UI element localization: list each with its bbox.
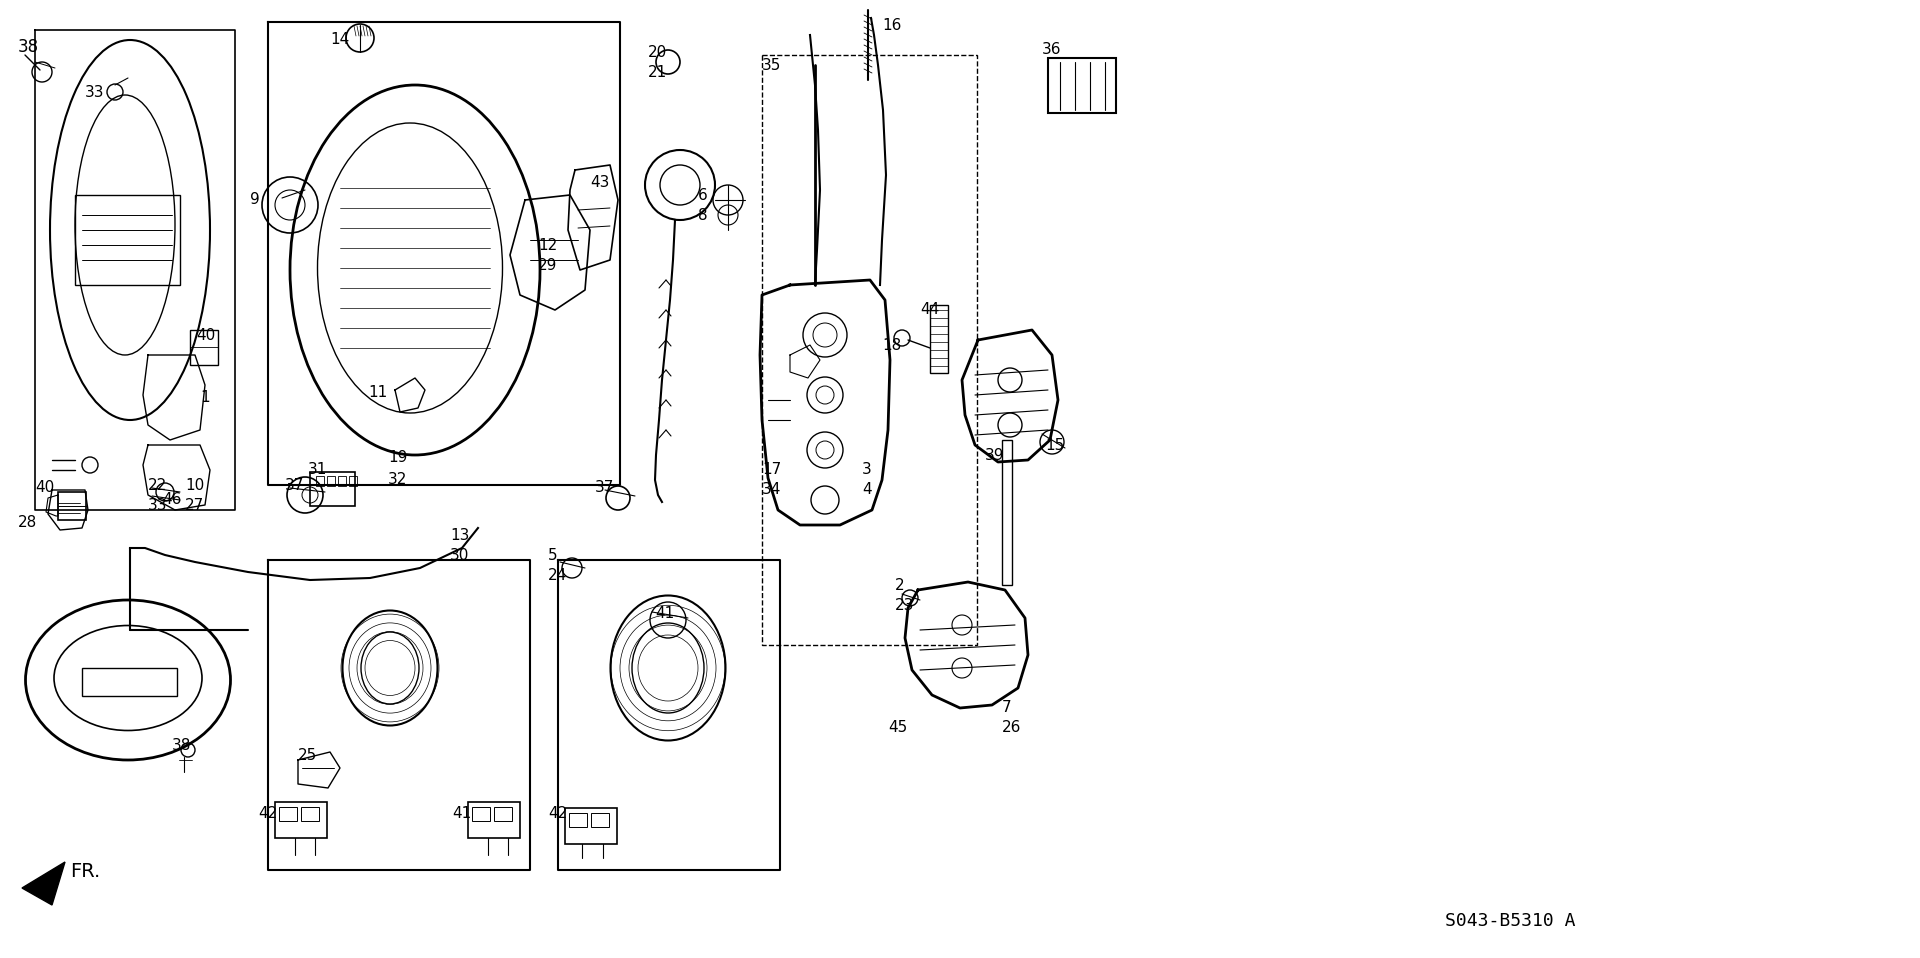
Bar [929, 305, 948, 373]
Text: 46: 46 [161, 492, 180, 507]
Text: 43: 43 [589, 175, 609, 190]
Bar [1002, 440, 1012, 585]
Polygon shape [21, 862, 65, 905]
Text: 32: 32 [388, 472, 407, 487]
Bar [1048, 58, 1116, 113]
Text: 40: 40 [35, 480, 54, 495]
Text: 23: 23 [895, 598, 914, 613]
Text: 7: 7 [1002, 700, 1012, 715]
Bar [591, 813, 609, 827]
Text: S043-B5310 A: S043-B5310 A [1446, 912, 1576, 930]
Text: 26: 26 [1002, 720, 1021, 735]
Text: 38: 38 [17, 38, 38, 56]
Text: 4: 4 [862, 482, 872, 497]
Text: 16: 16 [881, 18, 900, 33]
Text: 18: 18 [881, 338, 900, 353]
Text: 37: 37 [595, 480, 614, 495]
Bar [568, 813, 588, 827]
Bar [83, 668, 177, 696]
Bar [564, 808, 616, 844]
Text: 44: 44 [920, 302, 939, 317]
Text: 21: 21 [649, 65, 668, 80]
Text: 3: 3 [862, 462, 872, 477]
Bar [317, 476, 324, 486]
Text: 35: 35 [762, 58, 781, 73]
Bar [275, 802, 326, 838]
Text: 40: 40 [196, 328, 215, 343]
Text: 28: 28 [17, 515, 36, 530]
Text: FR.: FR. [69, 862, 100, 881]
Text: 11: 11 [369, 385, 388, 400]
Text: 20: 20 [649, 45, 668, 60]
Text: 10: 10 [184, 478, 204, 493]
Text: 31: 31 [307, 462, 328, 477]
Text: 42: 42 [257, 806, 276, 821]
Bar [468, 802, 520, 838]
Text: 9: 9 [250, 192, 259, 207]
Text: 17: 17 [762, 462, 781, 477]
Text: 2: 2 [895, 578, 904, 593]
Text: 38: 38 [173, 738, 192, 753]
Text: 12: 12 [538, 238, 557, 253]
Bar [338, 476, 346, 486]
Bar [58, 492, 86, 520]
Bar [349, 476, 357, 486]
Bar [493, 807, 513, 821]
Text: 37: 37 [284, 478, 305, 493]
Text: 25: 25 [298, 748, 317, 763]
Text: 15: 15 [1044, 438, 1064, 453]
Bar [762, 55, 977, 645]
Text: 22: 22 [148, 478, 167, 493]
Text: 42: 42 [547, 806, 566, 821]
Text: 24: 24 [547, 568, 566, 583]
Bar [75, 195, 180, 285]
Text: 41: 41 [451, 806, 470, 821]
Text: 1: 1 [200, 390, 209, 405]
Text: 36: 36 [1043, 42, 1062, 57]
Text: 41: 41 [655, 606, 674, 621]
Text: 29: 29 [538, 258, 557, 273]
Text: 33: 33 [148, 498, 167, 513]
Text: 27: 27 [184, 498, 204, 513]
Bar [326, 476, 334, 486]
Bar [309, 472, 355, 506]
Bar [301, 807, 319, 821]
Text: 39: 39 [985, 448, 1004, 463]
Text: 6: 6 [699, 188, 708, 203]
Text: 19: 19 [388, 450, 407, 465]
Text: 14: 14 [330, 32, 349, 47]
Bar [472, 807, 490, 821]
Text: 8: 8 [699, 208, 708, 223]
Text: 5: 5 [547, 548, 557, 563]
Text: 33: 33 [84, 85, 104, 100]
Text: 30: 30 [449, 548, 468, 563]
Bar [190, 330, 219, 365]
Text: 13: 13 [449, 528, 468, 543]
Bar [278, 807, 298, 821]
Text: 34: 34 [762, 482, 781, 497]
Text: 45: 45 [887, 720, 908, 735]
